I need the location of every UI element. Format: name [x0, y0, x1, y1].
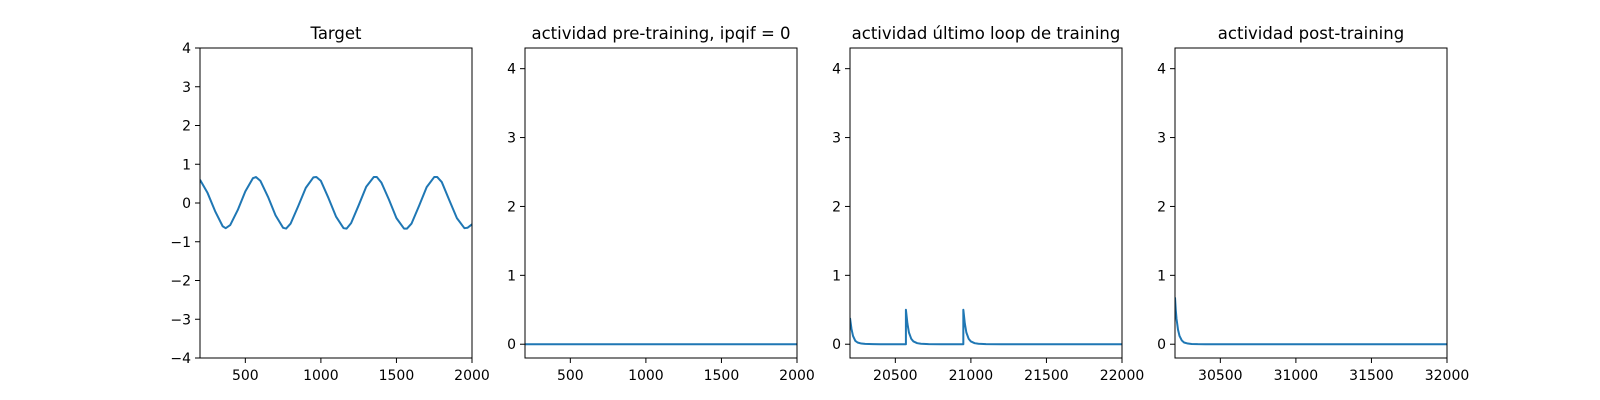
x-tick-label: 22000 — [1100, 368, 1145, 384]
y-tick-label: 2 — [182, 119, 191, 135]
y-tick-label: 3 — [832, 131, 841, 147]
x-tick-label: 31500 — [1349, 368, 1394, 384]
x-tick-label: 2000 — [454, 368, 490, 384]
chart-panel-3: 20500 21000 21500 22000 0 1 2 3 4 actividad últim… — [832, 24, 1144, 384]
x-tick-label: 21500 — [1024, 368, 1069, 384]
y-tick-label: 4 — [1157, 62, 1166, 78]
x-tick-label: 1000 — [303, 368, 339, 384]
y-tick-label: 4 — [182, 41, 191, 57]
y-tick-label: 0 — [507, 337, 516, 353]
series-line — [1175, 297, 1447, 346]
y-tick-label: −4 — [170, 351, 191, 367]
chart-title: actividad pre-training, ipqif = 0 — [531, 24, 790, 43]
x-tick-label: 31000 — [1274, 368, 1319, 384]
y-tick-label: 3 — [182, 80, 191, 96]
chart-panel-2: 500 1000 1500 2000 0 1 2 3 4 actividad pre-traini… — [507, 24, 815, 384]
y-tick-label: 3 — [507, 131, 516, 147]
y-tick-label: 3 — [1157, 131, 1166, 147]
y-tick-label: 0 — [182, 196, 191, 212]
y-tick-label: −2 — [170, 274, 191, 290]
y-tick-label: 2 — [832, 199, 841, 215]
series-line — [200, 176, 472, 230]
y-tick-label: 1 — [507, 268, 516, 284]
x-tick-label: 20500 — [873, 368, 918, 384]
chart-panel-1: 500 1000 1500 2000 −4 −3 −2 −1 0 1 2 3 4 Target — [170, 24, 489, 384]
y-tick-label: 4 — [832, 62, 841, 78]
chart-panel-4: 30500 31000 31500 32000 0 1 2 3 4 actividad post-… — [1157, 24, 1469, 384]
x-tick-label: 2000 — [779, 368, 815, 384]
axes-frame — [849, 47, 1123, 359]
y-tick-label: 2 — [507, 199, 516, 215]
chart-title: actividad último loop de training — [852, 24, 1121, 43]
chart-title: Target — [309, 24, 362, 43]
axes-frame — [524, 47, 798, 359]
y-tick-label: 1 — [832, 268, 841, 284]
y-tick-label: 2 — [1157, 199, 1166, 215]
y-tick-label: 4 — [507, 62, 516, 78]
x-tick-label: 1000 — [628, 368, 664, 384]
y-tick-label: −1 — [170, 235, 191, 251]
series-line — [850, 308, 1122, 346]
x-tick-label: 500 — [557, 368, 584, 384]
chart-title: actividad post-training — [1218, 24, 1404, 43]
x-tick-label: 21000 — [949, 368, 994, 384]
x-tick-label: 32000 — [1425, 368, 1470, 384]
x-tick-label: 30500 — [1198, 368, 1243, 384]
y-tick-label: 1 — [182, 157, 191, 173]
x-tick-label: 1500 — [704, 368, 740, 384]
x-tick-label: 500 — [232, 368, 259, 384]
y-tick-label: 0 — [832, 337, 841, 353]
y-tick-label: −3 — [170, 312, 191, 328]
y-tick-label: 1 — [1157, 268, 1166, 284]
x-tick-label: 1500 — [379, 368, 415, 384]
axes-frame — [1174, 47, 1448, 359]
y-tick-label: 0 — [1157, 337, 1166, 353]
